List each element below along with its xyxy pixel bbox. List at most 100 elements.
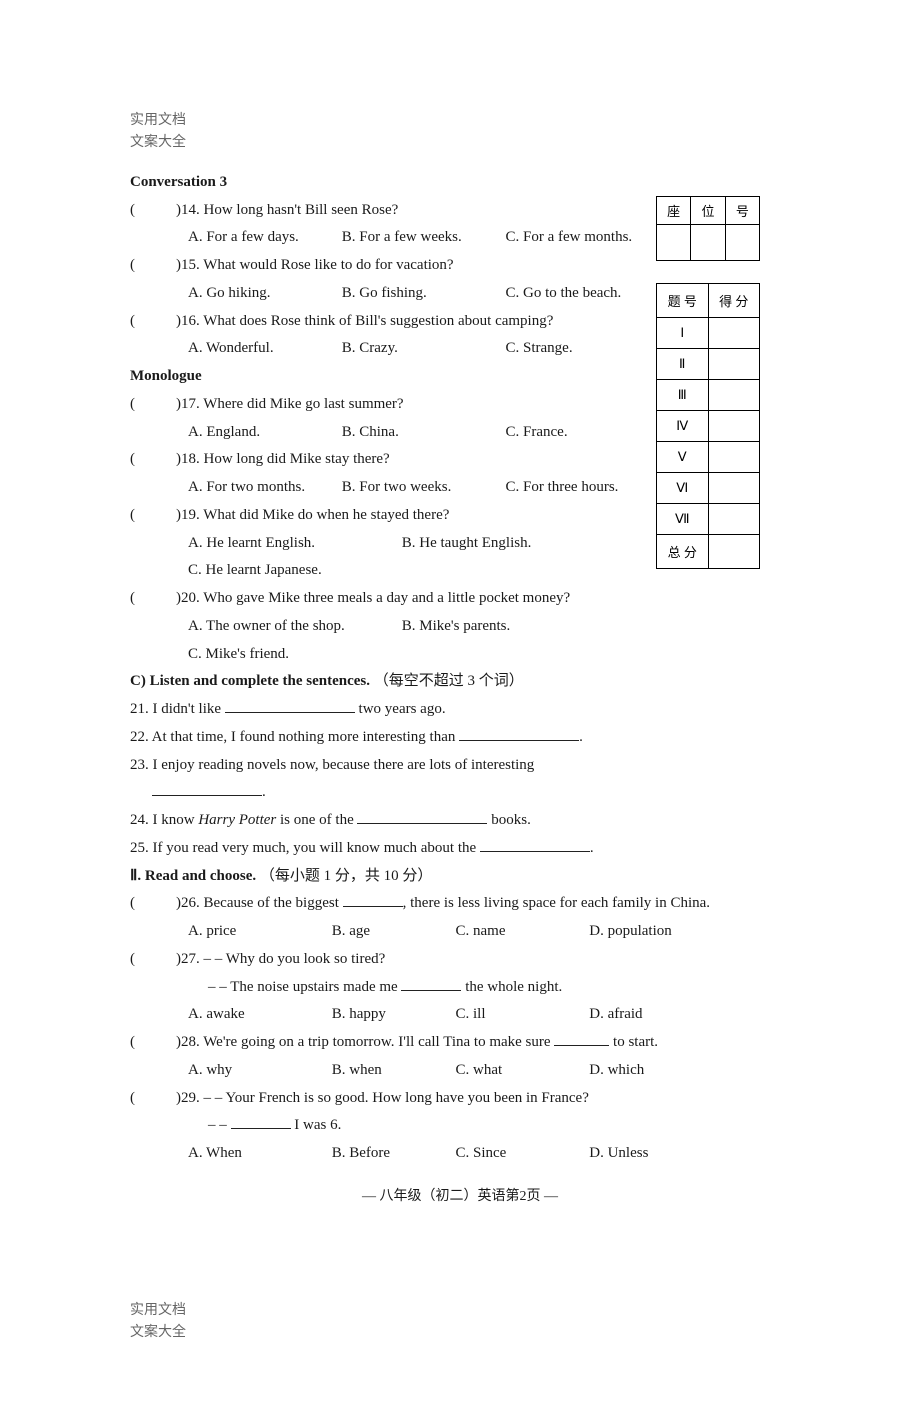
q14-paren: ( (130, 197, 176, 225)
q14-text: )14. How long hasn't Bill seen Rose? (176, 197, 790, 225)
footer-block: 实用文档 文案大全 (130, 1300, 790, 1345)
q25-a: 25. If you read very much, you will know… (130, 840, 480, 856)
q27-opt-d: D. afraid (589, 1001, 642, 1029)
q20-options-ab: A. The owner of the shop. B. Mike's pare… (130, 613, 790, 641)
q29-line2: – – I was 6. (130, 1112, 790, 1140)
q28-blank (554, 1031, 609, 1046)
q21-b: two years ago. (355, 701, 446, 717)
q24-a: 24. I know (130, 812, 198, 828)
page-number-footer: — 八年级（初二）英语第2页 — (130, 1184, 790, 1210)
q24-italic: Harry Potter (198, 812, 276, 828)
q17-paren: ( (130, 391, 176, 419)
q28-content: )28. We're going on a trip tomorrow. I'l… (176, 1029, 790, 1057)
page-container: 实用文档 文案大全 座 位 号 题 号 得 分 Ⅰ Ⅱ Ⅲ Ⅳ Ⅴ Ⅵ Ⅶ 总 … (0, 0, 920, 1404)
q26-options: A. price B. age C. name D. population (130, 918, 790, 946)
q19-text: )19. What did Mike do when he stayed the… (176, 502, 790, 530)
q16-text: )16. What does Rose think of Bill's sugg… (176, 308, 790, 336)
q14-options: A. For a few days. B. For a few weeks. C… (130, 224, 790, 252)
q29-opt-b: B. Before (332, 1140, 452, 1168)
q15-text: )15. What would Rose like to do for vaca… (176, 252, 790, 280)
q21-blank (225, 698, 355, 713)
section-c-title: C) Listen and complete the sentences. （每… (130, 668, 790, 696)
q14-row: ( )14. How long hasn't Bill seen Rose? (130, 197, 790, 225)
q15-options: A. Go hiking. B. Go fishing. C. Go to th… (130, 280, 790, 308)
q27-opt-b: B. happy (332, 1001, 452, 1029)
q18-paren: ( (130, 446, 176, 474)
q19-paren: ( (130, 502, 176, 530)
q23-blank (152, 781, 262, 796)
q29-opt-a: A. When (188, 1140, 328, 1168)
q16-opt-c: C. Strange. (506, 335, 573, 363)
section-c-title-cn: （每空不超过 3 个词） (374, 673, 524, 689)
q28-opt-d: D. which (589, 1057, 644, 1085)
q22-blank (459, 726, 579, 741)
q14-opt-a: A. For a few days. (188, 224, 338, 252)
q16-opt-b: B. Crazy. (342, 335, 502, 363)
q20-opt-c: C. Mike's friend. (188, 641, 289, 669)
q23-line2: . (130, 779, 790, 807)
q24: 24. I know Harry Potter is one of the bo… (130, 807, 790, 835)
q29-blank (231, 1114, 291, 1129)
q17-opt-a: A. England. (188, 419, 338, 447)
q26-opt-a: A. price (188, 918, 328, 946)
q15-opt-c: C. Go to the beach. (506, 280, 622, 308)
q18-row: ( )18. How long did Mike stay there? (130, 446, 790, 474)
q20-opt-b: B. Mike's parents. (402, 613, 511, 641)
section-2-title-cn: （每小题 1 分，共 10 分） (260, 868, 433, 884)
q26-row: ( )26. Because of the biggest , there is… (130, 890, 790, 918)
q18-opt-a: A. For two months. (188, 474, 338, 502)
q26-b: , there is less living space for each fa… (403, 895, 710, 911)
footer-line-1: 实用文档 (130, 1300, 790, 1322)
q28-a: )28. We're going on a trip tomorrow. I'l… (176, 1034, 554, 1050)
q28-opt-c: C. what (456, 1057, 586, 1085)
q22-b: . (579, 729, 583, 745)
q23-line1: 23. I enjoy reading novels now, because … (130, 752, 790, 780)
q27-opt-c: C. ill (456, 1001, 586, 1029)
q29-opt-c: C. Since (456, 1140, 586, 1168)
q18-options: A. For two months. B. For two weeks. C. … (130, 474, 790, 502)
q17-options: A. England. B. China. C. France. (130, 419, 790, 447)
q19-row: ( )19. What did Mike do when he stayed t… (130, 502, 790, 530)
q28-row: ( )28. We're going on a trip tomorrow. I… (130, 1029, 790, 1057)
q29-text: )29. – – Your French is so good. How lon… (176, 1085, 790, 1113)
q19-options-c: C. He learnt Japanese. (130, 557, 790, 585)
q21-a: 21. I didn't like (130, 701, 225, 717)
q14-opt-c: C. For a few months. (506, 224, 633, 252)
q20-paren: ( (130, 585, 176, 613)
q17-row: ( )17. Where did Mike go last summer? (130, 391, 790, 419)
q28-opt-b: B. when (332, 1057, 452, 1085)
monologue-title: Monologue (130, 363, 790, 391)
q18-opt-b: B. For two weeks. (342, 474, 502, 502)
q26-opt-c: C. name (456, 918, 586, 946)
q26-opt-b: B. age (332, 918, 452, 946)
q27-line2b: the whole night. (461, 979, 562, 995)
q16-opt-a: A. Wonderful. (188, 335, 338, 363)
q19-opt-c: C. He learnt Japanese. (188, 557, 322, 585)
exam-body: Conversation 3 ( )14. How long hasn't Bi… (130, 169, 790, 1210)
header-line-1: 实用文档 (130, 110, 790, 132)
section-c-title-en: C) Listen and complete the sentences. (130, 673, 370, 689)
footer-line-2: 文案大全 (130, 1322, 790, 1344)
q27-options: A. awake B. happy C. ill D. afraid (130, 1001, 790, 1029)
q27-line2: – – The noise upstairs made me the whole… (130, 974, 790, 1002)
q27-row: ( )27. – – Why do you look so tired? (130, 946, 790, 974)
q28-options: A. why B. when C. what D. which (130, 1057, 790, 1085)
q25: 25. If you read very much, you will know… (130, 835, 790, 863)
q26-content: )26. Because of the biggest , there is l… (176, 890, 790, 918)
section-2-title: Ⅱ. Read and choose. （每小题 1 分，共 10 分） (130, 863, 790, 891)
q24-c: books. (487, 812, 530, 828)
q29-line2b: I was 6. (291, 1117, 342, 1133)
q16-options: A. Wonderful. B. Crazy. C. Strange. (130, 335, 790, 363)
q29-row: ( )29. – – Your French is so good. How l… (130, 1085, 790, 1113)
q20-row: ( )20. Who gave Mike three meals a day a… (130, 585, 790, 613)
q29-line2a: – – (208, 1117, 231, 1133)
q28-opt-a: A. why (188, 1057, 328, 1085)
q19-opt-b: B. He taught English. (402, 530, 532, 558)
q27-text: )27. – – Why do you look so tired? (176, 946, 790, 974)
q26-a: )26. Because of the biggest (176, 895, 343, 911)
q15-paren: ( (130, 252, 176, 280)
q27-line2a: – – The noise upstairs made me (208, 979, 401, 995)
q23-a: 23. I enjoy reading novels now, because … (130, 757, 534, 773)
q28-b: to start. (609, 1034, 658, 1050)
header-line-2: 文案大全 (130, 132, 790, 154)
